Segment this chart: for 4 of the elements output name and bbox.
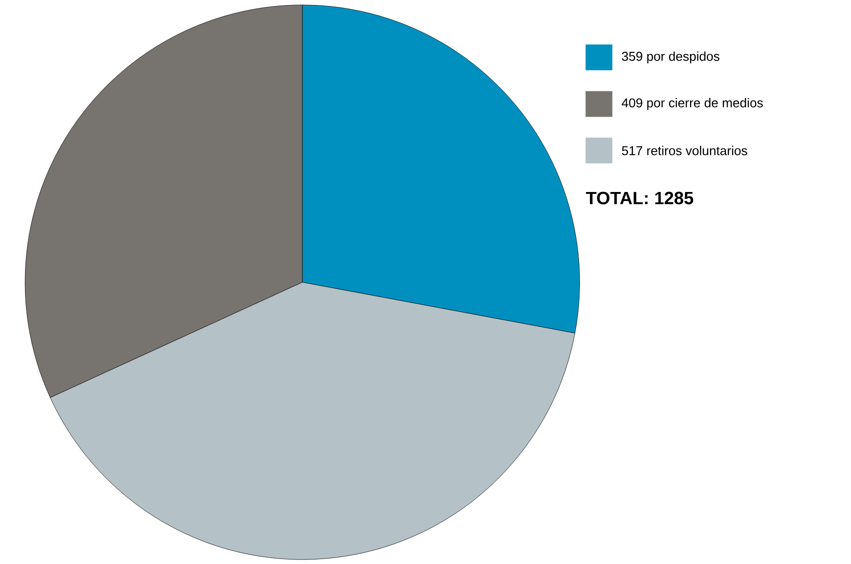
legend-label: 409 por cierre de medios	[622, 98, 763, 110]
text: TOTAL: 1285	[586, 192, 694, 204]
legend-label: 517 retiros voluntarios	[622, 146, 748, 155]
legend-label: 359 por despidos	[622, 51, 720, 64]
